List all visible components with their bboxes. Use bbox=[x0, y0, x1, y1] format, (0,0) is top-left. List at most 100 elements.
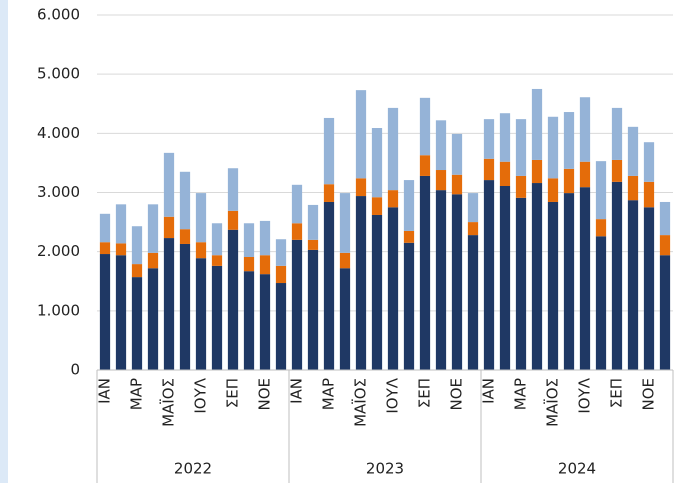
bar-segment bbox=[467, 235, 479, 370]
y-tick-label: 1.000 bbox=[37, 301, 80, 319]
bar-segment bbox=[179, 171, 191, 230]
bar-segment bbox=[131, 226, 143, 265]
x-tick-label: ΣΕΠ bbox=[224, 378, 242, 408]
bar-segment bbox=[307, 239, 319, 250]
bar-segment bbox=[531, 88, 543, 160]
bar-segment bbox=[323, 117, 335, 185]
bar-segment bbox=[659, 255, 671, 370]
bar-segment bbox=[531, 159, 543, 184]
x-tick-label: ΜΑΪΟΣ bbox=[543, 378, 562, 427]
bar-segment bbox=[275, 239, 287, 266]
bar-segment bbox=[195, 258, 207, 370]
bar-segment bbox=[547, 178, 559, 202]
bar-segment bbox=[531, 183, 543, 370]
bar-segment bbox=[579, 161, 591, 188]
bar-segment bbox=[259, 255, 271, 275]
y-tick-label: 2.000 bbox=[37, 242, 80, 260]
x-tick-label: ΣΕΠ bbox=[608, 378, 626, 408]
bar-segment bbox=[611, 181, 623, 370]
bar-segment bbox=[291, 184, 303, 224]
x-tick-label: ΙΟΥΛ bbox=[192, 377, 210, 413]
bar-segment bbox=[467, 222, 479, 236]
bar-segment bbox=[195, 193, 207, 243]
bar-segment bbox=[515, 119, 527, 176]
bar-segment bbox=[435, 170, 447, 191]
bar-segment bbox=[563, 112, 575, 169]
bar-segment bbox=[403, 242, 415, 370]
bar-segment bbox=[659, 201, 671, 236]
group-label: 2023 bbox=[366, 460, 404, 478]
bar-segment bbox=[355, 196, 367, 370]
bar-segment bbox=[291, 223, 303, 240]
x-tick-label: ΝΟΕ bbox=[256, 378, 274, 411]
x-tick-label: ΜΑΡ bbox=[320, 378, 338, 410]
bar-segment bbox=[355, 90, 367, 179]
bar-segment bbox=[227, 229, 239, 370]
x-tick-label: ΜΑΡ bbox=[512, 378, 530, 410]
x-tick-label: ΙΟΥΛ bbox=[576, 377, 594, 413]
x-tick-label: ΜΑΡ bbox=[128, 378, 146, 410]
bar-segment bbox=[243, 256, 255, 272]
bar-segment bbox=[259, 220, 271, 256]
bar-segment bbox=[483, 158, 495, 181]
bar-segment bbox=[579, 187, 591, 370]
bar-segment bbox=[115, 255, 127, 370]
bar-segment bbox=[403, 230, 415, 243]
bar-segment bbox=[339, 193, 351, 253]
bar-segment bbox=[275, 265, 287, 284]
bar-segment bbox=[579, 97, 591, 162]
bar-segment bbox=[643, 207, 655, 370]
bar-segment bbox=[451, 133, 463, 175]
y-tick-label: 0 bbox=[70, 361, 80, 379]
bar-segment bbox=[371, 214, 383, 370]
bar-segment bbox=[227, 210, 239, 230]
bar-segment bbox=[243, 223, 255, 257]
bar-segment bbox=[595, 236, 607, 370]
y-tick-label: 3.000 bbox=[37, 183, 80, 201]
bar-segment bbox=[211, 265, 223, 370]
bar-segment bbox=[323, 184, 335, 202]
bar-segment bbox=[595, 161, 607, 220]
bar-segment bbox=[179, 243, 191, 370]
bar-segment bbox=[115, 204, 127, 244]
y-tick-label: 4.000 bbox=[37, 124, 80, 142]
bar-segment bbox=[563, 193, 575, 370]
bar-segment bbox=[627, 200, 639, 370]
bar-segment bbox=[99, 242, 111, 255]
x-tick-label: ΙΑΝ bbox=[480, 378, 498, 404]
bar-segment bbox=[259, 274, 271, 370]
bar-segment bbox=[243, 271, 255, 370]
bar-segment bbox=[211, 223, 223, 256]
bar-segment bbox=[435, 190, 447, 370]
x-tick-label: ΜΑΪΟΣ bbox=[159, 378, 178, 427]
bar-segment bbox=[451, 174, 463, 195]
x-tick-label: ΝΟΕ bbox=[640, 378, 658, 411]
y-tick-label: 5.000 bbox=[37, 65, 80, 83]
bar-segment bbox=[499, 161, 511, 186]
bar-segment bbox=[611, 159, 623, 182]
bar-segment bbox=[627, 175, 639, 201]
bar-segment bbox=[371, 128, 383, 198]
group-label: 2022 bbox=[174, 460, 212, 478]
bar-segment bbox=[323, 201, 335, 370]
x-tick-label: ΣΕΠ bbox=[416, 378, 434, 408]
bar-segment bbox=[115, 243, 127, 256]
bar-segment bbox=[451, 194, 463, 370]
bar-segment bbox=[131, 277, 143, 370]
bar-segment bbox=[307, 249, 319, 370]
x-tick-label: ΙΑΝ bbox=[288, 378, 306, 404]
bar-segment bbox=[643, 142, 655, 182]
bar-segment bbox=[515, 175, 527, 198]
bar-segment bbox=[387, 107, 399, 191]
bar-segment bbox=[563, 168, 575, 194]
bar-segment bbox=[515, 197, 527, 370]
bar-segment bbox=[435, 120, 447, 171]
bar-segment bbox=[419, 97, 431, 156]
bar-segment bbox=[339, 252, 351, 269]
bar-segment bbox=[547, 116, 559, 179]
group-label: 2024 bbox=[558, 460, 596, 478]
bar-segment bbox=[387, 190, 399, 208]
bar-segment bbox=[467, 193, 479, 223]
bar-segment bbox=[195, 242, 207, 259]
